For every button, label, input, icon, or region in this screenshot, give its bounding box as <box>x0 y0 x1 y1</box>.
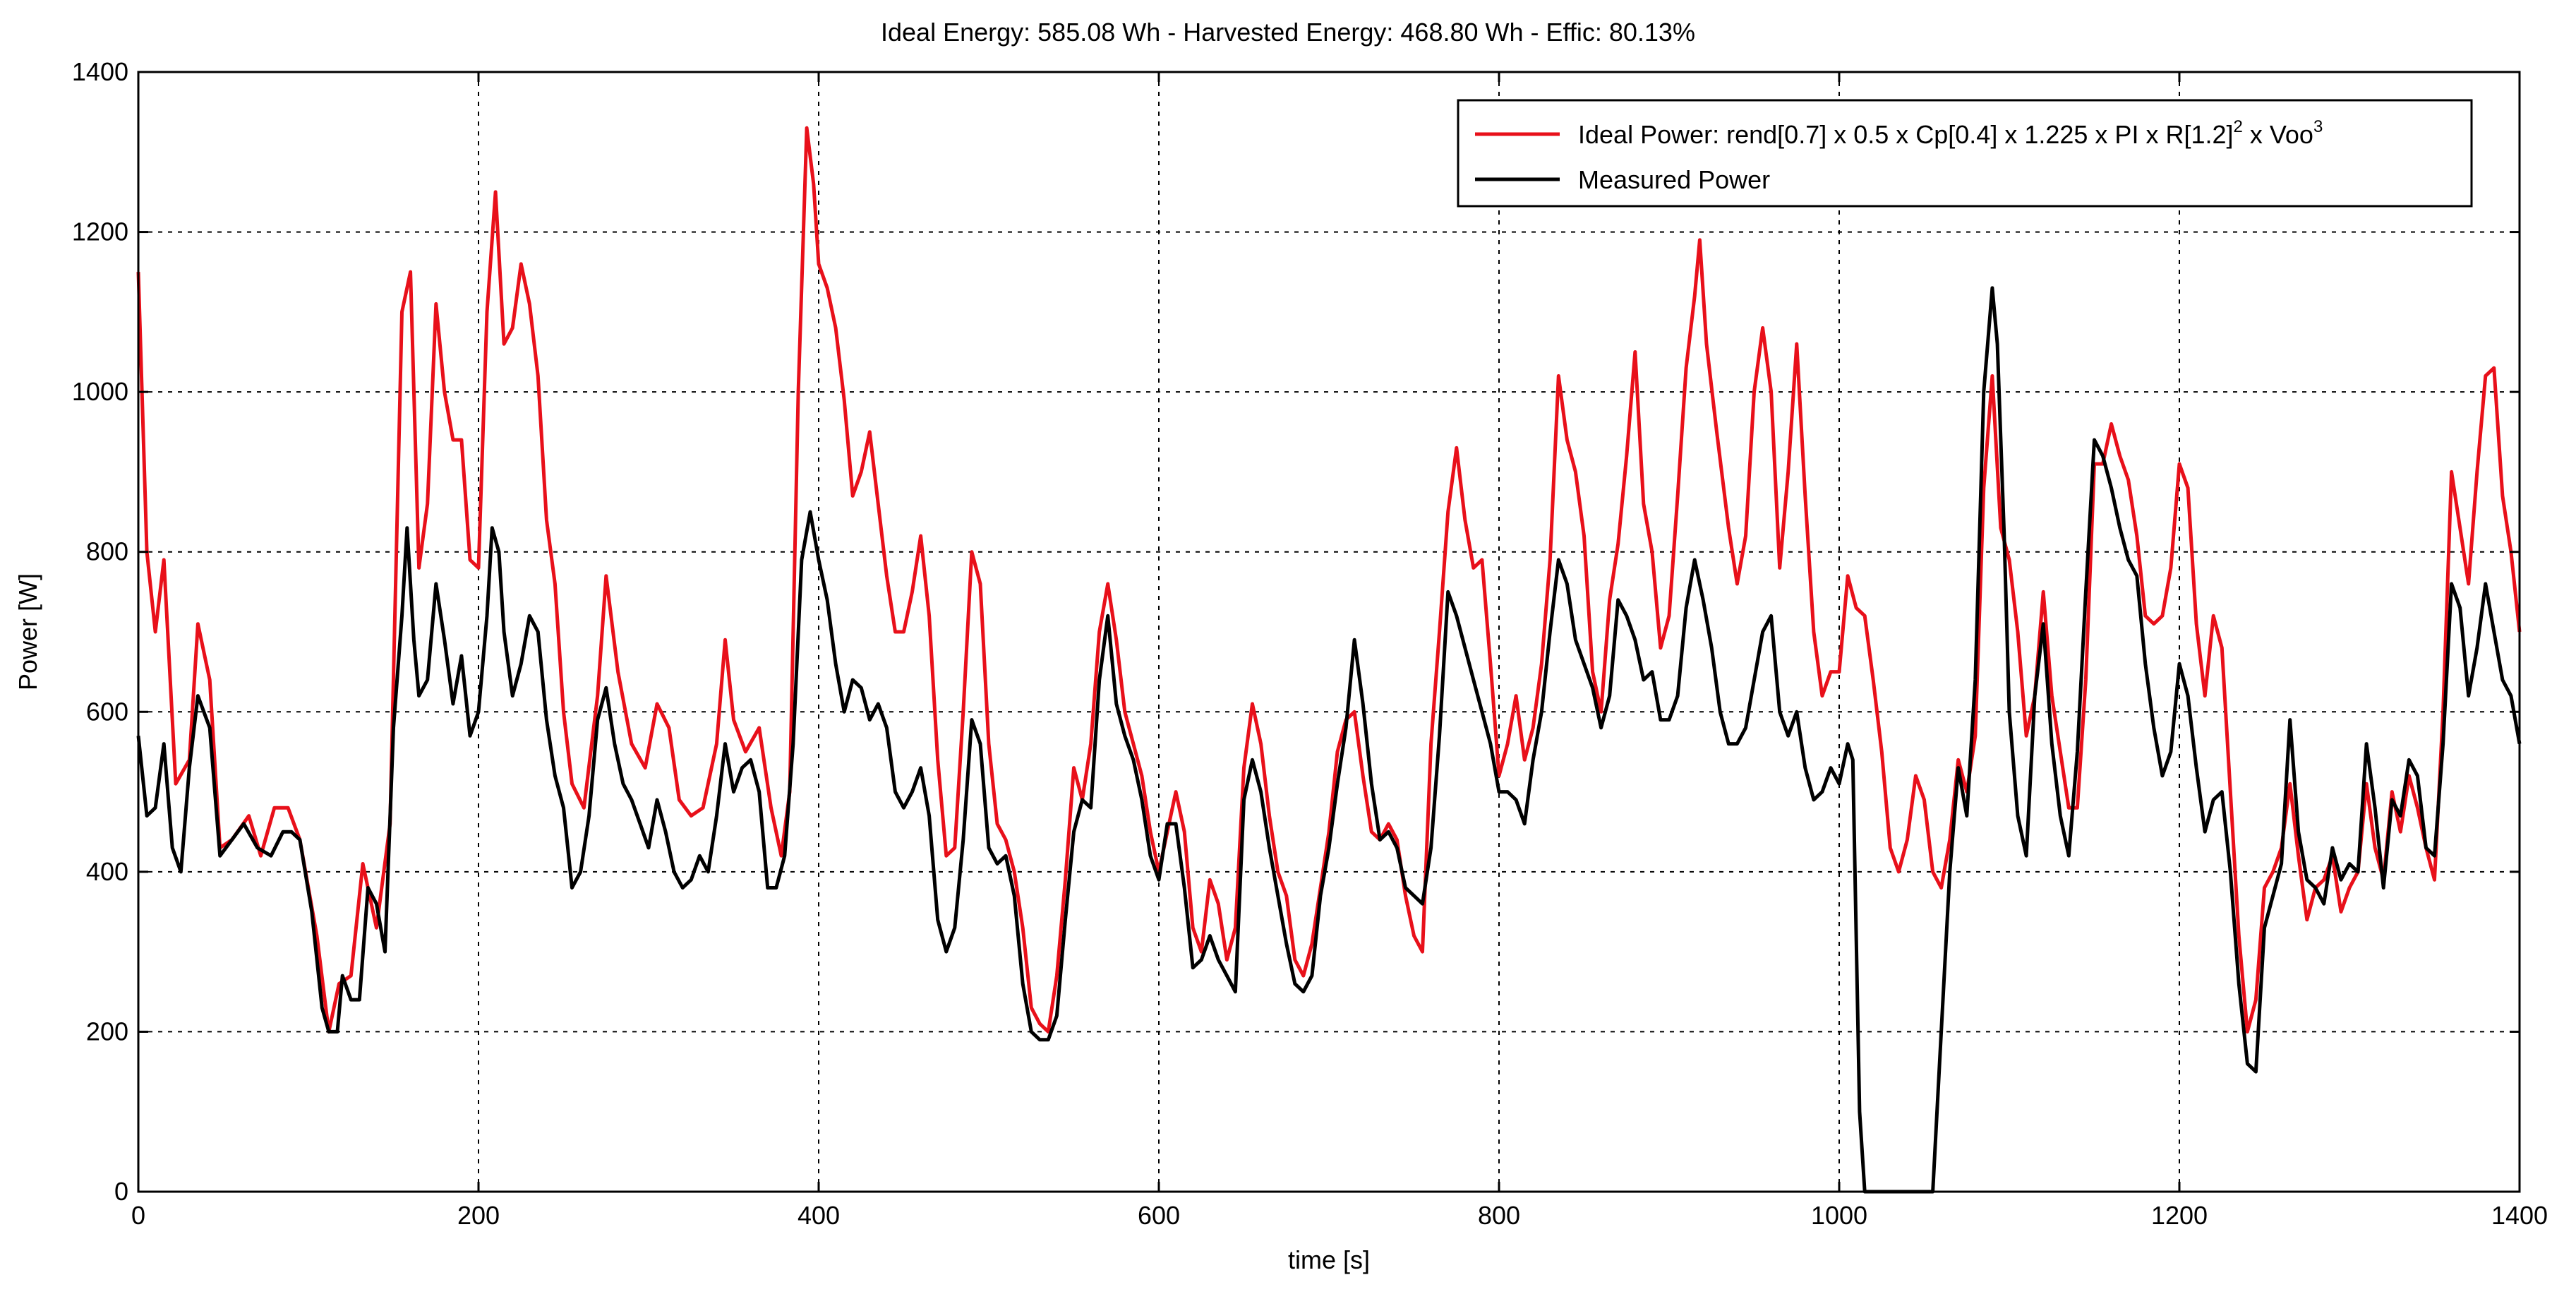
x-tick-label: 0 <box>131 1201 145 1230</box>
series-line-measured-power <box>136 286 2522 1194</box>
legend: Ideal Power: rend[0.7] x 0.5 x Cp[0.4] x… <box>1457 99 2473 208</box>
legend-box <box>1457 99 2473 208</box>
y-tick-label: 400 <box>86 857 128 886</box>
x-tick-label: 1000 <box>1811 1201 1867 1230</box>
legend-label-measured-power: Measured Power <box>1578 165 1770 194</box>
y-tick-label: 1200 <box>72 217 128 246</box>
chart-title: Ideal Energy: 585.08 Wh - Harvested Ener… <box>881 18 1695 47</box>
x-tick-label: 1200 <box>2151 1201 2208 1230</box>
x-tick-label: 800 <box>1478 1201 1520 1230</box>
x-axis-label: time [s] <box>1288 1245 1370 1274</box>
plot-area-frame <box>137 71 2521 1193</box>
y-tick-label: 0 <box>114 1177 128 1206</box>
legend-label-ideal-power: Ideal Power: rend[0.7] x 0.5 x Cp[0.4] x… <box>1578 117 2323 149</box>
y-tick-label: 1400 <box>72 57 128 86</box>
axis-ticks: 0 200 400 600 800 1000 1200 1400 0 200 400 600 800 10… <box>72 57 2548 1230</box>
x-tick-label: 600 <box>1138 1201 1180 1230</box>
y-tick-label: 1000 <box>72 377 128 406</box>
y-axis-label: Power [W] <box>13 573 42 690</box>
series-layer <box>136 126 2522 1194</box>
x-tick-label: 200 <box>457 1201 500 1230</box>
y-tick-label: 600 <box>86 697 128 726</box>
y-tick-label: 800 <box>86 537 128 566</box>
x-tick-label: 400 <box>798 1201 840 1230</box>
y-tick-label: 200 <box>86 1017 128 1046</box>
x-tick-label: 1400 <box>2491 1201 2548 1230</box>
grid <box>138 72 2520 1192</box>
series-line-ideal-power <box>136 126 2522 1034</box>
